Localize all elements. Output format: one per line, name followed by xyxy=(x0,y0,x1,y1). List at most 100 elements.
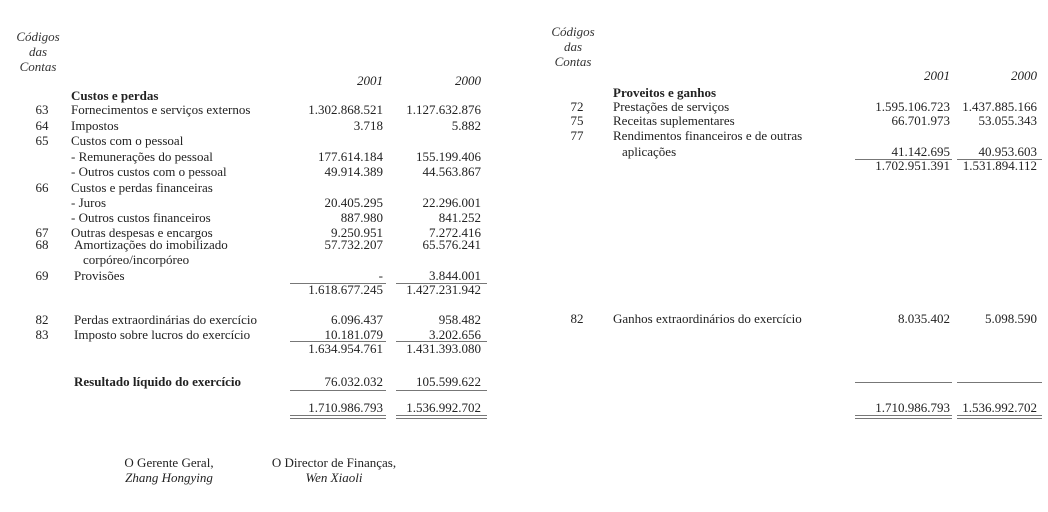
signature-title: O Director de Finanças, xyxy=(271,455,397,470)
value-2000: 1.437.885.166 xyxy=(962,99,1037,114)
rule xyxy=(290,283,386,284)
rule xyxy=(290,341,386,342)
account-label: Perdas extraordinárias do exercício xyxy=(74,312,258,327)
value-2001: 10.181.079 xyxy=(324,327,384,342)
account-code: 64 xyxy=(35,118,49,133)
value-2000: 22.296.001 xyxy=(422,195,482,210)
value-2000: 5.098.590 xyxy=(985,311,1037,326)
account-code: 65 xyxy=(35,133,49,148)
value-2000: 5.882 xyxy=(451,118,481,133)
subtotal-2001: 1.618.677.245 xyxy=(308,282,383,297)
account-code: 77 xyxy=(570,128,584,143)
value-2000: 44.563.867 xyxy=(422,164,482,179)
value-2000: 40.953.603 xyxy=(978,144,1038,159)
value-2001: 177.614.184 xyxy=(318,149,383,164)
account-label: Outras despesas e encargos xyxy=(71,225,213,240)
value-2001: 66.701.973 xyxy=(891,113,951,128)
account-label: Ganhos extraordinários do exercício xyxy=(613,311,802,326)
value-2001: 41.142.695 xyxy=(891,144,951,159)
subtotal-2001: 1.702.951.391 xyxy=(875,158,950,173)
account-label-continued: aplicações xyxy=(622,144,677,159)
account-code: 75 xyxy=(570,113,584,128)
value-2001: 8.035.402 xyxy=(898,311,950,326)
signature-name: Zhang Hongying xyxy=(125,470,213,485)
year-2000-header: 2000 xyxy=(1011,68,1037,83)
account-code: 69 xyxy=(35,268,49,283)
rule xyxy=(396,341,487,342)
account-code: 82 xyxy=(35,312,49,327)
signature-name: Wen Xiaoli xyxy=(305,470,363,485)
double-rule xyxy=(396,415,487,419)
value-2000: 7.272.416 xyxy=(429,225,481,240)
value-2000: 841.252 xyxy=(438,210,481,225)
subtotal-2001: 1.634.954.761 xyxy=(308,341,383,356)
account-label: Provisões xyxy=(74,268,125,283)
account-label: Prestações de serviços xyxy=(613,99,730,114)
year-2001-header: 2001 xyxy=(924,68,950,83)
account-label: Amortizações do imobilizado xyxy=(74,237,228,252)
codes-header-3: Contas xyxy=(554,54,592,69)
account-code: 67 xyxy=(35,225,49,240)
codes-header-2: das xyxy=(28,44,48,59)
total-2000: 1.536.992.702 xyxy=(962,400,1037,415)
value-2001: 20.405.295 xyxy=(324,195,384,210)
year-2001-header: 2001 xyxy=(357,73,383,88)
rule xyxy=(396,283,487,284)
double-rule xyxy=(855,415,952,419)
account-code: 68 xyxy=(35,237,49,252)
subtotal-2000: 1.427.231.942 xyxy=(406,282,481,297)
double-rule xyxy=(957,415,1042,419)
codes-header-3: Contas xyxy=(19,59,57,74)
account-label: Impostos xyxy=(71,118,119,133)
account-code: 83 xyxy=(35,327,49,342)
rule xyxy=(396,390,487,391)
codes-header-2: das xyxy=(563,39,583,54)
signature-title: O Gerente Geral, xyxy=(124,455,214,470)
net-result-2000: 105.599.622 xyxy=(416,374,481,389)
account-label-continued: corpóreo/incorpóreo xyxy=(83,252,190,267)
account-label: Custos e perdas financeiras xyxy=(71,180,213,195)
net-result-label: Resultado líquido do exercício xyxy=(74,374,241,389)
total-2001: 1.710.986.793 xyxy=(875,400,950,415)
value-2001: 6.096.437 xyxy=(331,312,383,327)
rule xyxy=(290,390,386,391)
value-2001: 49.914.389 xyxy=(324,164,384,179)
account-label: Receitas suplementares xyxy=(613,113,735,128)
account-label: - Outros custos financeiros xyxy=(71,210,211,225)
account-label: Fornecimentos e serviços externos xyxy=(71,102,251,117)
account-label: - Juros xyxy=(71,195,107,210)
account-code: 63 xyxy=(35,102,49,117)
value-2000: 3.202.656 xyxy=(429,327,481,342)
rule xyxy=(855,382,952,383)
value-2001: 1.595.106.723 xyxy=(875,99,950,114)
value-2000: 65.576.241 xyxy=(422,237,482,252)
value-2001: 9.250.951 xyxy=(331,225,383,240)
costs-title: Custos e perdas xyxy=(71,88,159,103)
value-2000: 958.482 xyxy=(438,312,481,327)
account-code: 82 xyxy=(570,311,584,326)
account-label: - Remunerações do pessoal xyxy=(71,149,213,164)
rule xyxy=(855,159,952,160)
value-2000: 3.844.001 xyxy=(429,268,481,283)
value-2000: 53.055.343 xyxy=(978,113,1038,128)
value-2001: 57.732.207 xyxy=(324,237,384,252)
subtotal-2000: 1.431.393.080 xyxy=(406,341,481,356)
year-2000-header: 2000 xyxy=(455,73,481,88)
subtotal-2000: 1.531.894.112 xyxy=(962,158,1037,173)
total-2001: 1.710.986.793 xyxy=(308,400,383,415)
value-2001: 887.980 xyxy=(340,210,383,225)
value-2001: - xyxy=(378,268,383,283)
codes-header-1: Códigos xyxy=(16,29,60,44)
account-label: Custos com o pessoal xyxy=(71,133,184,148)
value-2000: 1.127.632.876 xyxy=(406,102,481,117)
value-2001: 1.302.868.521 xyxy=(308,102,383,117)
codes-header-1: Códigos xyxy=(551,24,595,39)
income-title: Proveitos e ganhos xyxy=(613,85,717,100)
account-label: Rendimentos financeiros e de outras xyxy=(613,128,803,143)
account-code: 66 xyxy=(35,180,49,195)
total-2000: 1.536.992.702 xyxy=(406,400,481,415)
account-code: 72 xyxy=(570,99,584,114)
rule xyxy=(957,382,1042,383)
value-2001: 3.718 xyxy=(353,118,383,133)
account-label: - Outros custos com o pessoal xyxy=(71,164,227,179)
